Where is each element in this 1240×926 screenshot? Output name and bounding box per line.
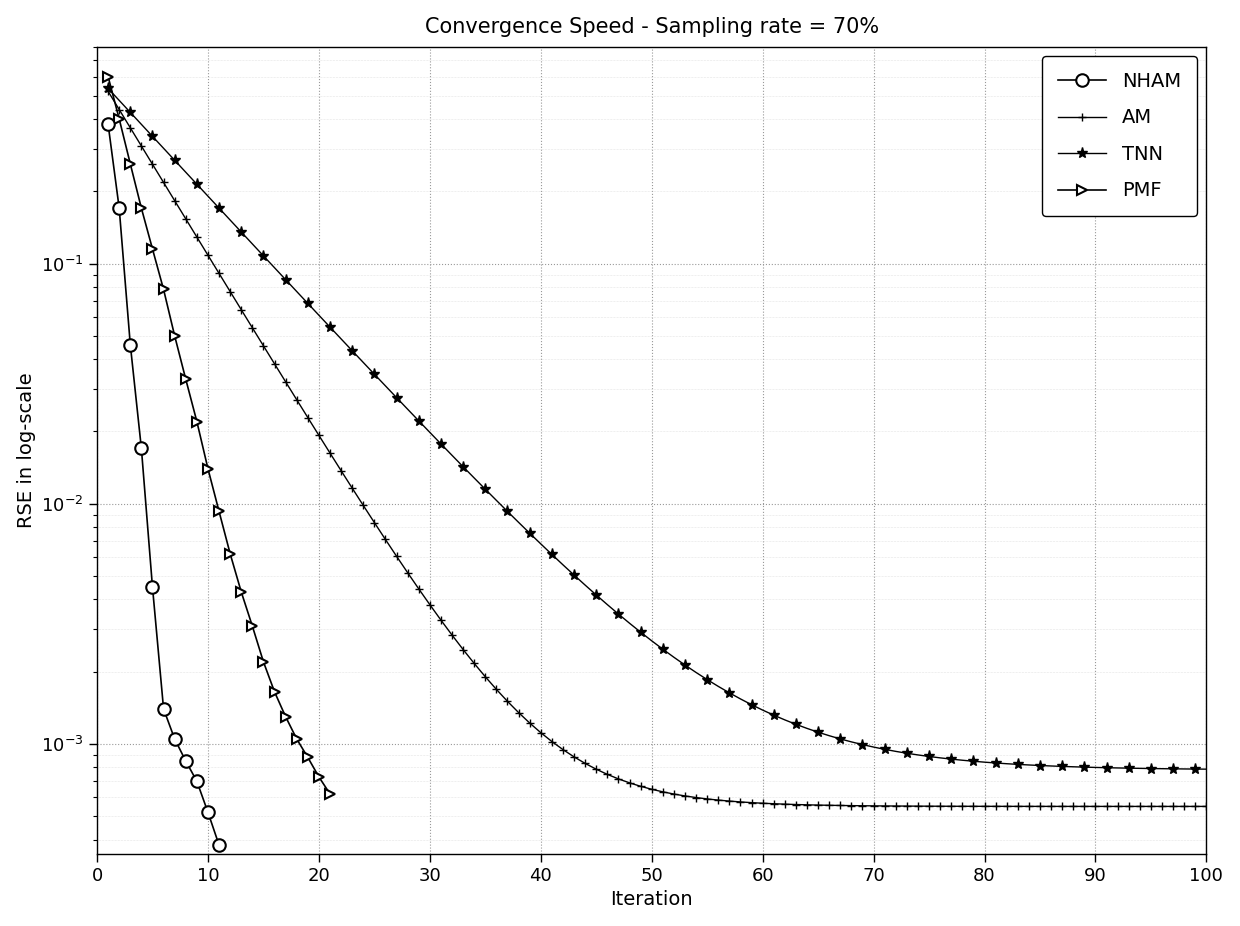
AM bbox=[311, 430, 326, 441]
NHAM bbox=[201, 807, 216, 818]
AM bbox=[1143, 801, 1158, 812]
TNN bbox=[100, 82, 115, 94]
TNN bbox=[356, 357, 371, 368]
PMF bbox=[212, 506, 227, 517]
PMF bbox=[255, 657, 270, 668]
AM bbox=[666, 789, 681, 800]
Legend: NHAM, AM, TNN, PMF: NHAM, AM, TNN, PMF bbox=[1043, 56, 1197, 216]
Line: PMF: PMF bbox=[103, 71, 335, 799]
PMF bbox=[300, 752, 315, 763]
PMF bbox=[244, 620, 259, 632]
Line: TNN: TNN bbox=[103, 82, 1211, 775]
PMF bbox=[223, 548, 238, 559]
TNN bbox=[1143, 763, 1158, 774]
PMF bbox=[167, 331, 182, 342]
NHAM bbox=[112, 203, 126, 214]
AM bbox=[1199, 801, 1214, 812]
PMF bbox=[201, 463, 216, 474]
PMF bbox=[156, 284, 171, 295]
TNN bbox=[666, 652, 681, 663]
PMF bbox=[145, 244, 160, 255]
Title: Convergence Speed - Sampling rate = 70%: Convergence Speed - Sampling rate = 70% bbox=[424, 17, 879, 37]
PMF bbox=[267, 686, 281, 697]
PMF bbox=[234, 586, 249, 597]
NHAM bbox=[212, 840, 227, 851]
AM bbox=[100, 86, 115, 97]
Y-axis label: RSE in log-scale: RSE in log-scale bbox=[16, 372, 36, 528]
PMF bbox=[123, 158, 138, 169]
AM bbox=[755, 797, 770, 808]
TNN bbox=[1110, 762, 1125, 773]
PMF bbox=[190, 416, 205, 427]
X-axis label: Iteration: Iteration bbox=[610, 890, 693, 909]
NHAM bbox=[179, 756, 193, 767]
NHAM bbox=[190, 776, 205, 787]
NHAM bbox=[134, 443, 149, 454]
AM bbox=[1110, 801, 1125, 812]
PMF bbox=[311, 771, 326, 782]
NHAM bbox=[145, 582, 160, 593]
NHAM bbox=[100, 119, 115, 130]
TNN bbox=[1199, 764, 1214, 775]
PMF bbox=[278, 711, 293, 722]
Line: AM: AM bbox=[104, 87, 1210, 810]
TNN bbox=[755, 705, 770, 716]
AM bbox=[356, 500, 371, 511]
PMF bbox=[100, 71, 115, 82]
TNN bbox=[311, 309, 326, 320]
Line: NHAM: NHAM bbox=[102, 118, 226, 851]
NHAM bbox=[123, 339, 138, 350]
NHAM bbox=[156, 704, 171, 715]
PMF bbox=[112, 113, 126, 124]
PMF bbox=[179, 374, 193, 385]
NHAM bbox=[167, 733, 182, 745]
PMF bbox=[289, 733, 304, 745]
PMF bbox=[134, 203, 149, 214]
PMF bbox=[322, 788, 337, 799]
